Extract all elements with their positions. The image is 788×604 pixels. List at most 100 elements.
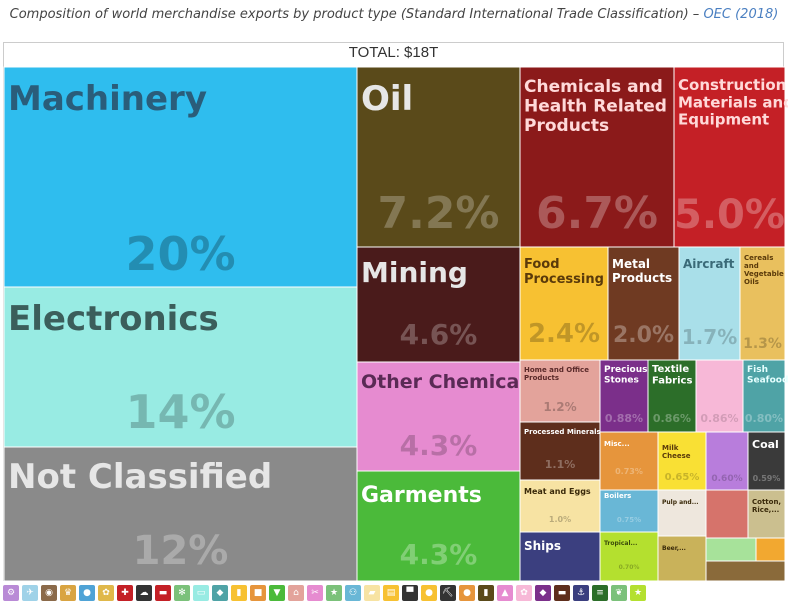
tile-percent: 4.3%: [400, 429, 478, 462]
treemap-tile[interactable]: [599, 359, 649, 433]
treemap-tile[interactable]: [742, 359, 786, 433]
treemap-tile[interactable]: [3, 286, 358, 448]
treemap-tile[interactable]: [747, 431, 786, 491]
drop-icon[interactable]: ●: [79, 585, 95, 601]
paper-icon[interactable]: ▤: [383, 585, 399, 601]
tile-percent: 0.86%: [653, 412, 691, 425]
aircraft-icon[interactable]: ✈: [22, 585, 38, 601]
box-icon[interactable]: ■: [250, 585, 266, 601]
fish-icon[interactable]: ◆: [212, 585, 228, 601]
tile-label: Garments: [361, 483, 482, 508]
tile-percent: 0.70%: [619, 564, 640, 571]
tile-percent: 0.86%: [700, 412, 738, 425]
house-icon[interactable]: ⌂: [288, 585, 304, 601]
tile-label: Milk Cheese: [662, 444, 691, 460]
tile-label: Metal Products: [612, 257, 672, 285]
tile-percent: 2.0%: [613, 323, 674, 348]
treemap-tile[interactable]: [739, 246, 786, 361]
treemap-tile[interactable]: [678, 246, 741, 361]
tile-percent: 1.7%: [682, 325, 737, 349]
treemap-tile[interactable]: [599, 531, 659, 582]
tile-percent: 14%: [125, 385, 235, 439]
tile-percent: 4.3%: [400, 538, 478, 571]
monitor-icon[interactable]: ▭: [193, 585, 209, 601]
tile-percent: 7.2%: [377, 188, 499, 239]
treemap-tile[interactable]: [705, 537, 757, 562]
treemap-tile[interactable]: [519, 359, 601, 423]
treemap-tile[interactable]: [519, 66, 675, 248]
pill-icon[interactable]: ▬: [155, 585, 171, 601]
treemap-tile[interactable]: [356, 470, 521, 582]
trophy-icon[interactable]: ♛: [60, 585, 76, 601]
stone-icon[interactable]: ◉: [41, 585, 57, 601]
leaf-icon[interactable]: ❦: [611, 585, 627, 601]
treemap-tile[interactable]: [705, 431, 749, 491]
treemap-tile[interactable]: [356, 361, 521, 472]
treemap-tile[interactable]: [599, 489, 659, 533]
treemap-tile[interactable]: [705, 560, 786, 582]
tile-label: Aircraft: [683, 257, 735, 271]
hat-icon[interactable]: ▀: [402, 585, 418, 601]
grain-icon[interactable]: ✿: [98, 585, 114, 601]
cross-icon[interactable]: ✚: [117, 585, 133, 601]
treemap-tile[interactable]: [599, 431, 659, 491]
tile-label: Misc...: [604, 440, 630, 448]
tile-label: Boilers: [604, 492, 631, 500]
gear-icon[interactable]: ✻: [174, 585, 190, 601]
tile-percent: 1.3%: [743, 336, 782, 352]
tile-label: Home and Office Products: [524, 366, 589, 382]
pickaxe-icon[interactable]: ⛏: [440, 585, 456, 601]
tile-percent: 0.75%: [617, 516, 641, 524]
treemap-tile[interactable]: [3, 66, 358, 288]
tile-percent: 0.80%: [745, 412, 783, 425]
tile-percent: 0.65%: [665, 472, 700, 483]
tools-icon[interactable]: ✂: [307, 585, 323, 601]
bike-icon[interactable]: ⚇: [345, 585, 361, 601]
source-link[interactable]: OEC (2018): [703, 7, 779, 22]
star-green-icon[interactable]: ★: [630, 585, 646, 601]
gem-icon[interactable]: ◆: [535, 585, 551, 601]
list-icon[interactable]: ≡: [592, 585, 608, 601]
treemap-tile[interactable]: [673, 66, 786, 248]
cloud-icon[interactable]: ☁: [136, 585, 152, 601]
tile-percent: 1.0%: [549, 515, 571, 524]
bottle-dark-icon[interactable]: ▮: [478, 585, 494, 601]
bottle-icon[interactable]: ▮: [231, 585, 247, 601]
tile-label: Meat and Eggs: [524, 487, 591, 496]
tile-percent: 12%: [133, 528, 229, 574]
tile-percent: 1.2%: [543, 400, 576, 414]
egg-icon[interactable]: ●: [421, 585, 437, 601]
sofa-icon[interactable]: ▬: [554, 585, 570, 601]
flask-icon[interactable]: ▲: [497, 585, 513, 601]
treemap-tile[interactable]: [657, 489, 707, 537]
treemap-tile[interactable]: [519, 246, 609, 361]
treemap-tile[interactable]: [755, 537, 786, 562]
tile-label: Mining: [361, 256, 468, 289]
tile-label: Not Classified: [8, 457, 272, 497]
treemap-tile[interactable]: [3, 446, 358, 582]
tile-label: Electronics: [8, 299, 219, 339]
flower-icon[interactable]: ✿: [516, 585, 532, 601]
anchor-icon[interactable]: ⚓: [573, 585, 589, 601]
fruit-icon[interactable]: ●: [459, 585, 475, 601]
tile-label: Food Processing: [524, 257, 604, 287]
treemap-tile[interactable]: [657, 535, 707, 582]
star-icon[interactable]: ★: [326, 585, 342, 601]
treemap-tile[interactable]: [705, 489, 749, 539]
treemap-tile[interactable]: [356, 66, 521, 248]
shirt-icon[interactable]: ▼: [269, 585, 285, 601]
tile-label: Beer,...: [662, 545, 686, 552]
tile-percent: 0.59%: [753, 474, 781, 483]
tile-percent: 6.7%: [536, 188, 658, 239]
treemap-tile[interactable]: [356, 246, 521, 363]
treemap-tile[interactable]: [647, 359, 697, 433]
folder-icon[interactable]: ▰: [364, 585, 380, 601]
tile-label: Cereals and Vegetable Oils: [744, 254, 784, 286]
machinery-icon[interactable]: ⚙: [3, 585, 19, 601]
tile-label: Processed Minerals: [524, 428, 601, 436]
total-label: TOTAL: $18T: [348, 44, 439, 61]
tile-percent: 5.0%: [674, 192, 785, 238]
tile-percent: 4.6%: [400, 318, 478, 351]
tile-label: Coal: [752, 438, 779, 451]
